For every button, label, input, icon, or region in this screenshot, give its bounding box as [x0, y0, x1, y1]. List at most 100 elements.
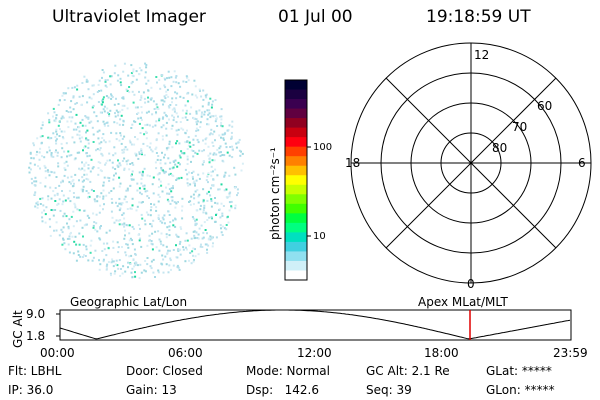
image-pixel: [123, 62, 126, 65]
image-pixel: [178, 242, 181, 245]
image-pixel: [113, 103, 116, 106]
image-pixel: [136, 182, 139, 185]
image-pixel: [126, 224, 129, 227]
image-pixel: [161, 216, 164, 219]
image-pixel: [159, 162, 162, 165]
image-pixel: [183, 152, 186, 155]
image-pixel: [121, 160, 124, 162]
image-pixel: [36, 206, 39, 209]
image-pixel: [208, 133, 211, 136]
image-pixel: [191, 216, 194, 218]
image-pixel: [221, 154, 224, 156]
image-pixel: [98, 79, 101, 82]
image-pixel: [71, 136, 74, 139]
image-pixel: [128, 232, 131, 235]
image-pixel: [175, 97, 178, 100]
image-pixel: [168, 225, 171, 228]
image-pixel: [187, 144, 190, 147]
image-pixel: [115, 132, 118, 135]
image-pixel: [132, 68, 135, 71]
image-pixel: [101, 101, 104, 104]
image-pixel: [176, 256, 179, 259]
image-pixel: [179, 248, 182, 251]
image-pixel: [205, 93, 208, 96]
image-pixel: [59, 120, 61, 123]
image-pixel: [141, 127, 144, 130]
image-pixel: [91, 106, 94, 109]
image-pixel: [192, 254, 194, 257]
image-pixel: [159, 180, 162, 183]
image-pixel: [36, 201, 39, 203]
image-pixel: [67, 126, 70, 129]
image-pixel: [98, 268, 101, 271]
image-pixel: [234, 186, 237, 189]
image-pixel: [193, 237, 196, 240]
image-pixel: [232, 148, 234, 151]
image-pixel: [32, 157, 35, 160]
image-pixel: [32, 142, 35, 145]
image-pixel: [129, 141, 132, 144]
image-pixel: [102, 133, 105, 136]
image-pixel: [109, 272, 112, 275]
image-pixel: [99, 238, 102, 241]
image-pixel: [55, 128, 58, 131]
image-pixel: [44, 170, 47, 173]
image-pixel: [82, 188, 85, 191]
image-pixel: [71, 185, 74, 188]
image-pixel: [216, 125, 219, 127]
image-pixel: [202, 236, 205, 239]
image-pixel: [102, 208, 104, 211]
image-pixel: [122, 97, 125, 100]
image-pixel: [154, 148, 157, 151]
image-pixel: [202, 98, 205, 101]
image-pixel: [143, 187, 146, 190]
image-pixel: [230, 200, 233, 203]
image-pixel: [155, 146, 158, 149]
image-pixel: [87, 146, 90, 149]
image-pixel: [216, 148, 219, 151]
image-pixel: [186, 158, 189, 161]
image-pixel: [62, 194, 65, 197]
image-pixel: [72, 210, 75, 213]
image-pixel: [155, 138, 158, 141]
image-pixel: [166, 251, 169, 254]
altitude-ytick-9: 9.0: [26, 307, 45, 321]
image-pixel: [85, 190, 88, 192]
image-pixel: [90, 120, 93, 123]
image-pixel: [137, 157, 140, 160]
image-pixel: [83, 254, 85, 257]
image-pixel: [193, 197, 196, 200]
image-pixel: [188, 141, 191, 144]
image-pixel: [214, 168, 217, 171]
image-pixel: [128, 139, 131, 142]
image-pixel: [166, 148, 169, 151]
image-pixel: [68, 218, 71, 221]
date-label: 01 Jul 00: [278, 7, 353, 27]
image-pixel: [140, 148, 143, 151]
image-pixel: [220, 121, 223, 124]
image-pixel: [57, 124, 60, 127]
image-pixel: [91, 167, 94, 170]
image-pixel: [154, 161, 157, 164]
image-pixel: [169, 259, 172, 262]
image-pixel: [70, 215, 73, 218]
image-pixel: [41, 197, 44, 200]
image-pixel: [123, 198, 126, 201]
image-pixel: [102, 71, 105, 74]
image-pixel: [220, 136, 222, 139]
image-pixel: [123, 167, 126, 170]
image-pixel: [176, 264, 179, 267]
image-pixel: [114, 168, 117, 170]
image-pixel: [219, 216, 222, 219]
image-pixel: [117, 111, 120, 114]
image-pixel: [138, 67, 141, 69]
image-pixel: [94, 228, 97, 231]
image-pixel: [81, 180, 84, 183]
image-pixel: [114, 64, 117, 67]
image-pixel: [38, 158, 41, 161]
image-pixel: [168, 229, 171, 232]
image-pixel: [218, 188, 221, 191]
image-pixel: [107, 261, 110, 263]
image-pixel: [99, 111, 102, 114]
image-pixel: [204, 229, 207, 231]
